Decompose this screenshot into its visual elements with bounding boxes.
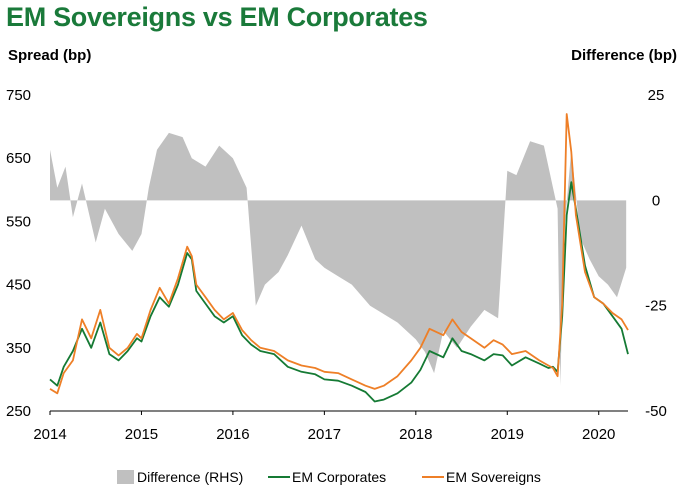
- right-tick-label-0: 0: [652, 192, 660, 209]
- x-tick-label-2020: 2020: [582, 426, 615, 443]
- line-series-layer: [49, 113, 629, 403]
- legend-label-1: EM Corporates: [292, 469, 386, 485]
- left-tick-label-450: 450: [6, 277, 31, 294]
- x-tick-label-2015: 2015: [125, 426, 158, 443]
- legend: Difference (RHS) EM Corporates EM Sovereig…: [117, 469, 541, 485]
- right-tick-label-25: 25: [648, 87, 665, 104]
- left-tick-label-650: 650: [6, 150, 31, 167]
- x-tick-label-2019: 2019: [491, 426, 524, 443]
- left-axis-title: Spread (bp): [8, 47, 92, 64]
- left-tick-label-250: 250: [6, 403, 31, 420]
- x-tick-label-2018: 2018: [399, 426, 432, 443]
- left-tick-label-750: 750: [6, 87, 31, 104]
- chart-title: EM Sovereigns vs EM Corporates: [6, 2, 428, 32]
- x-tick-label-2017: 2017: [308, 426, 341, 443]
- legend-label-0: Difference (RHS): [137, 469, 243, 485]
- left-tick-label-350: 350: [6, 340, 31, 357]
- left-tick-label-550: 550: [6, 213, 31, 230]
- legend-swatch-0: [117, 470, 134, 484]
- right-tick-label--25: -25: [645, 298, 667, 315]
- x-tick-label-2014: 2014: [33, 426, 66, 443]
- right-axis-title: Difference (bp): [571, 47, 677, 64]
- difference-area: [50, 132, 627, 386]
- difference-area-layer: [50, 132, 627, 386]
- em-corporates-line: [49, 181, 629, 403]
- tick-labels-layer: 2014 2015 2016 2017 2018 2019 2020250350450550…: [6, 87, 667, 443]
- x-tick-label-2016: 2016: [216, 426, 249, 443]
- em-sovereigns-line: [49, 113, 629, 395]
- right-tick-label--50: -50: [645, 403, 667, 420]
- legend-label-2: EM Sovereigns: [446, 469, 541, 485]
- axes-layer: [49, 410, 628, 415]
